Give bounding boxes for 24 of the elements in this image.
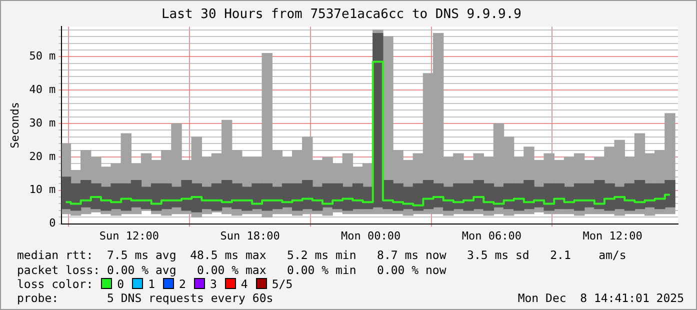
y-tick-label: 30 m xyxy=(29,116,56,130)
y-axis-title: Seconds xyxy=(8,102,22,148)
y-tick-label: 50 m xyxy=(29,50,56,63)
chart-title: Last 30 Hours from 7537e1aca6cc to DNS 9.9.9.9 xyxy=(161,7,522,22)
y-tick-label: 10 m xyxy=(29,183,56,196)
text: 4 xyxy=(240,277,248,291)
x-tick-label: Mon 12:00 xyxy=(582,229,642,242)
x-tick-label: Mon 06:00 xyxy=(462,229,522,242)
x-tick-label: Mon 00:00 xyxy=(341,229,401,242)
text: probe: 5 DNS requests every 60s xyxy=(17,291,274,305)
text: 3 xyxy=(210,277,217,291)
text: median rtt: 7.5 ms avg 48.5 ms max 5.2 ms min 8.7 ms now 3.5 ms sd 2.1 am/s xyxy=(17,248,626,262)
y-tick-label: 0 xyxy=(49,216,56,230)
text: 1 xyxy=(148,277,156,291)
text: 0 xyxy=(117,277,124,291)
text: Mon Dec 8 14:41:01 2025 xyxy=(518,291,684,305)
y-tick-label: 40 m xyxy=(29,82,56,96)
text: 5/5 xyxy=(272,277,293,291)
text: packet loss: 0.00 % avg 0.00 % max 0.00 % min 0.00 % now xyxy=(17,263,446,277)
y-tick-label: 20 m xyxy=(29,150,56,163)
x-tick-label: Sun 12:00 xyxy=(99,229,159,242)
x-tick-label: Sun 18:00 xyxy=(220,229,280,242)
text: 2 xyxy=(179,277,186,291)
text: loss color: xyxy=(17,277,94,291)
